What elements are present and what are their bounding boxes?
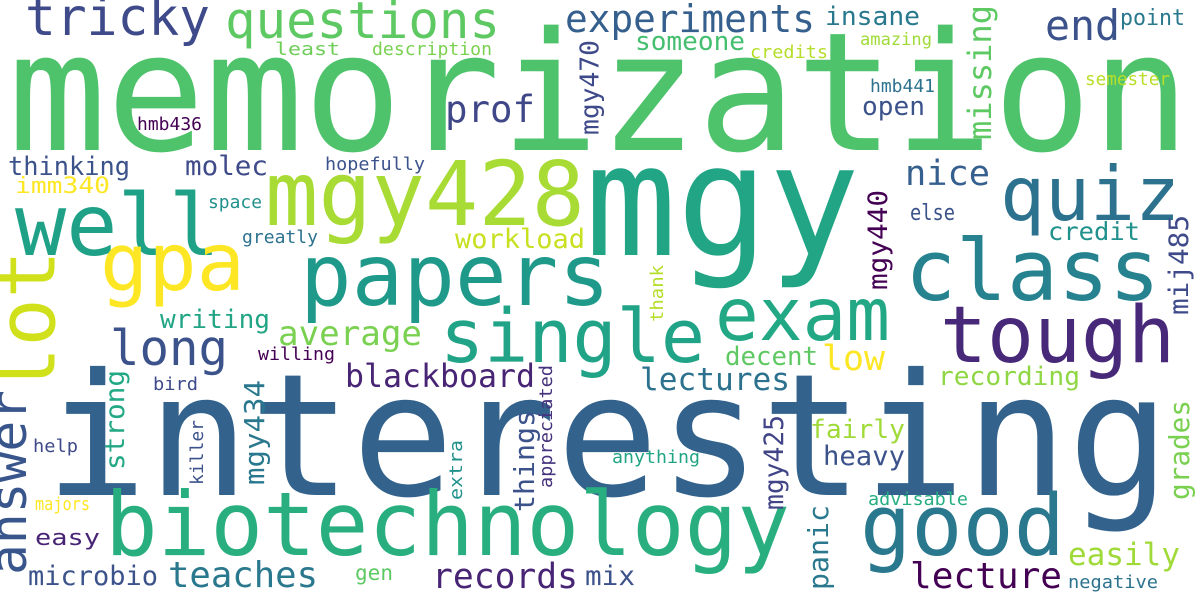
word: willing: [258, 344, 335, 365]
word: gen: [355, 561, 393, 585]
word: biotechnology: [105, 473, 790, 576]
word: tricky: [25, 0, 210, 48]
word: mix: [585, 561, 635, 592]
word: prof: [445, 88, 535, 131]
word: hmb436: [137, 114, 202, 135]
word: least: [275, 39, 340, 60]
word: nice: [905, 154, 990, 194]
word: mgy434: [238, 380, 271, 485]
word: writing: [160, 305, 270, 335]
word: extra: [446, 440, 467, 500]
word: workload: [455, 224, 585, 255]
word: strong: [100, 370, 131, 470]
word: blackboard: [345, 357, 535, 395]
word: thank: [647, 265, 668, 322]
word: answer: [0, 390, 39, 575]
word: greatly: [242, 227, 318, 248]
word: advisable: [868, 489, 968, 510]
word: someone: [635, 27, 745, 57]
word: microbio: [28, 561, 158, 592]
word: low: [822, 339, 886, 379]
word: space: [208, 192, 262, 213]
word: appreciated: [536, 365, 557, 488]
word: killer: [187, 420, 208, 485]
word: well: [15, 176, 220, 276]
word: mgy: [585, 111, 860, 292]
word: recording: [938, 362, 1080, 392]
word: insane: [825, 2, 920, 32]
word: records: [432, 557, 578, 597]
word: semester: [1085, 69, 1170, 90]
word: panic: [802, 505, 835, 590]
word: quiz: [1000, 150, 1180, 238]
word: papers: [300, 226, 610, 326]
word: tough: [940, 291, 1175, 381]
word: long: [110, 320, 228, 377]
word: single: [440, 294, 705, 380]
word: fairly: [810, 415, 905, 445]
word: memorization: [8, 0, 1190, 189]
word: open: [862, 92, 925, 122]
word: mgy470: [575, 40, 605, 135]
word: imm340: [15, 174, 110, 199]
word: class: [905, 222, 1160, 321]
word: amazing: [860, 30, 932, 50]
word: bird: [153, 374, 198, 395]
word: end: [1045, 1, 1120, 50]
word: lectures: [640, 362, 790, 398]
word: credits: [750, 42, 828, 63]
word: negative: [1068, 572, 1158, 593]
word: lot: [0, 250, 73, 395]
word: help: [33, 436, 78, 457]
word: experiments: [565, 0, 815, 41]
word: thinking: [8, 152, 130, 182]
word: grades: [1163, 400, 1196, 500]
word: mgy428: [265, 142, 585, 246]
word: decent: [725, 342, 818, 372]
word: anything: [612, 447, 700, 468]
word: credit: [1048, 217, 1140, 246]
word: mgy440: [863, 190, 894, 290]
word: mij485: [1164, 215, 1195, 315]
word: else: [910, 201, 955, 226]
word: easy: [35, 526, 100, 551]
word: point: [1120, 6, 1185, 31]
word: hopefully: [325, 154, 425, 175]
word: exam: [715, 273, 890, 358]
word: mgy425: [759, 415, 790, 510]
word: gpa: [100, 216, 245, 309]
word: good: [860, 477, 1065, 576]
word: interesting: [45, 338, 1170, 536]
word: heavy: [823, 441, 905, 472]
word: missing: [961, 5, 999, 140]
word: lecture: [910, 556, 1062, 597]
word: hmb441: [870, 76, 935, 97]
word: questions: [225, 0, 500, 51]
word: easily: [1068, 537, 1180, 573]
word: teaches: [168, 555, 318, 596]
word: average: [278, 314, 422, 354]
word: molec: [185, 151, 268, 182]
word: things: [508, 410, 541, 512]
word: majors: [35, 494, 90, 515]
word: description: [372, 39, 492, 60]
